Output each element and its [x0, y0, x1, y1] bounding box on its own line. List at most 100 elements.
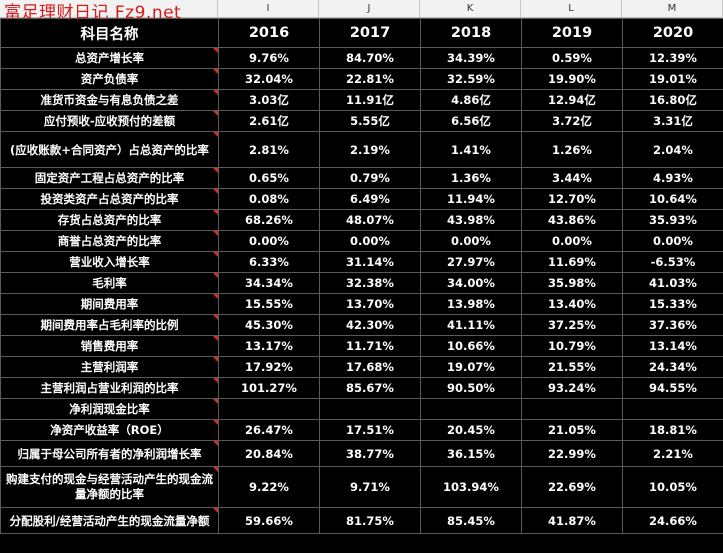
value-cell[interactable]: 11.91亿 — [319, 89, 421, 111]
value-cell[interactable]: 10.64% — [622, 188, 723, 210]
value-cell[interactable]: 27.97% — [420, 251, 522, 273]
value-cell[interactable]: 2.19% — [319, 131, 421, 168]
column-header-label[interactable] — [0, 0, 218, 17]
value-cell[interactable]: 17.68% — [319, 356, 421, 378]
value-cell[interactable] — [521, 398, 623, 420]
value-cell[interactable]: 11.94% — [420, 188, 522, 210]
value-cell[interactable]: 22.99% — [521, 440, 623, 467]
value-cell[interactable]: 19.07% — [420, 356, 522, 378]
row-label[interactable]: 准货币资金与有息负债之差 — [0, 89, 219, 111]
value-cell[interactable]: 2.81% — [218, 131, 320, 168]
value-cell[interactable]: 85.67% — [319, 377, 421, 399]
row-label[interactable]: 主营利润占营业利润的比率 — [0, 377, 219, 399]
value-cell[interactable]: 48.07% — [319, 209, 421, 231]
value-cell[interactable]: 1.26% — [521, 131, 623, 168]
row-label[interactable]: 净利润现金比率 — [0, 398, 219, 420]
value-cell[interactable]: 13.17% — [218, 335, 320, 357]
value-cell[interactable]: 101.27% — [218, 377, 320, 399]
value-cell[interactable]: 10.79% — [521, 335, 623, 357]
value-cell[interactable]: 5.55亿 — [319, 110, 421, 132]
value-cell[interactable]: 85.45% — [420, 507, 522, 534]
value-cell[interactable]: 9.71% — [319, 466, 421, 508]
row-label[interactable]: 销售费用率 — [0, 335, 219, 357]
value-cell[interactable]: 24.34% — [622, 356, 723, 378]
value-cell[interactable]: 59.66% — [218, 507, 320, 534]
row-label[interactable]: 期间费用率 — [0, 293, 219, 315]
value-cell[interactable]: 10.66% — [420, 335, 522, 357]
column-header-i[interactable]: I — [218, 0, 319, 17]
value-cell[interactable]: 24.66% — [622, 507, 723, 534]
value-cell[interactable]: 41.11% — [420, 314, 522, 336]
row-label[interactable]: 固定资产工程占总资产的比率 — [0, 167, 219, 189]
value-cell[interactable]: 0.00% — [622, 230, 723, 252]
value-cell[interactable]: 11.69% — [521, 251, 623, 273]
value-cell[interactable]: 6.49% — [319, 188, 421, 210]
value-cell[interactable]: 13.70% — [319, 293, 421, 315]
value-cell[interactable]: 16.80亿 — [622, 89, 723, 111]
value-cell[interactable]: 12.94亿 — [521, 89, 623, 111]
value-cell[interactable]: 1.41% — [420, 131, 522, 168]
header-year-2019[interactable]: 2019 — [521, 18, 623, 48]
column-header-m[interactable]: M — [622, 0, 723, 17]
value-cell[interactable]: 13.14% — [622, 335, 723, 357]
row-label[interactable]: 主营利润率 — [0, 356, 219, 378]
value-cell[interactable]: 34.39% — [420, 47, 522, 69]
value-cell[interactable]: 13.40% — [521, 293, 623, 315]
row-label[interactable]: 存货占总资产的比率 — [0, 209, 219, 231]
value-cell[interactable]: 19.90% — [521, 68, 623, 90]
value-cell[interactable]: 6.33% — [218, 251, 320, 273]
row-label[interactable]: 分配股利/经营活动产生的现金流量净额 — [0, 507, 219, 534]
value-cell[interactable]: 26.47% — [218, 419, 320, 441]
value-cell[interactable]: 3.44% — [521, 167, 623, 189]
value-cell[interactable]: 9.22% — [218, 466, 320, 508]
value-cell[interactable]: 12.70% — [521, 188, 623, 210]
value-cell[interactable]: 10.05% — [622, 466, 723, 508]
value-cell[interactable]: 32.04% — [218, 68, 320, 90]
value-cell[interactable]: 20.45% — [420, 419, 522, 441]
row-label[interactable]: 总资产增长率 — [0, 47, 219, 69]
value-cell[interactable]: 0.00% — [218, 230, 320, 252]
value-cell[interactable]: 20.84% — [218, 440, 320, 467]
header-year-2016[interactable]: 2016 — [218, 18, 320, 48]
value-cell[interactable]: 3.72亿 — [521, 110, 623, 132]
value-cell[interactable]: 11.71% — [319, 335, 421, 357]
row-label[interactable]: 净资产收益率（ROE） — [0, 419, 219, 441]
value-cell[interactable]: 41.87% — [521, 507, 623, 534]
value-cell[interactable]: 1.36% — [420, 167, 522, 189]
value-cell[interactable]: 94.55% — [622, 377, 723, 399]
column-header-k[interactable]: K — [420, 0, 521, 17]
value-cell[interactable]: 35.93% — [622, 209, 723, 231]
value-cell[interactable]: 34.00% — [420, 272, 522, 294]
value-cell[interactable]: 84.70% — [319, 47, 421, 69]
value-cell[interactable]: 31.14% — [319, 251, 421, 273]
value-cell[interactable]: 0.00% — [521, 230, 623, 252]
value-cell[interactable]: 2.21% — [622, 440, 723, 467]
value-cell[interactable]: 0.00% — [420, 230, 522, 252]
row-label[interactable]: 购建支付的现金与经营活动产生的现金流量净额的比率 — [0, 466, 219, 508]
value-cell[interactable]: 0.79% — [319, 167, 421, 189]
value-cell[interactable]: 22.69% — [521, 466, 623, 508]
column-header-j[interactable]: J — [319, 0, 420, 17]
row-label[interactable]: 应付预收-应收预付的差额 — [0, 110, 219, 132]
header-year-2018[interactable]: 2018 — [420, 18, 522, 48]
column-header-l[interactable]: L — [521, 0, 622, 17]
value-cell[interactable]: 43.98% — [420, 209, 522, 231]
value-cell[interactable]: 3.03亿 — [218, 89, 320, 111]
value-cell[interactable]: 68.26% — [218, 209, 320, 231]
row-label[interactable]: 期间费用率占毛利率的比例 — [0, 314, 219, 336]
value-cell[interactable]: 17.92% — [218, 356, 320, 378]
row-label[interactable]: 商誉占总资产的比率 — [0, 230, 219, 252]
header-year-2020[interactable]: 2020 — [622, 18, 723, 48]
value-cell[interactable]: 12.39% — [622, 47, 723, 69]
value-cell[interactable]: 9.76% — [218, 47, 320, 69]
value-cell[interactable]: 19.01% — [622, 68, 723, 90]
value-cell[interactable] — [420, 398, 522, 420]
value-cell[interactable]: 37.25% — [521, 314, 623, 336]
value-cell[interactable]: 18.81% — [622, 419, 723, 441]
row-label[interactable]: 归属于母公司所有者的净利润增长率 — [0, 440, 219, 467]
value-cell[interactable]: 45.30% — [218, 314, 320, 336]
value-cell[interactable] — [622, 398, 723, 420]
row-label[interactable]: 资产负债率 — [0, 68, 219, 90]
value-cell[interactable]: 6.56亿 — [420, 110, 522, 132]
value-cell[interactable]: 32.38% — [319, 272, 421, 294]
